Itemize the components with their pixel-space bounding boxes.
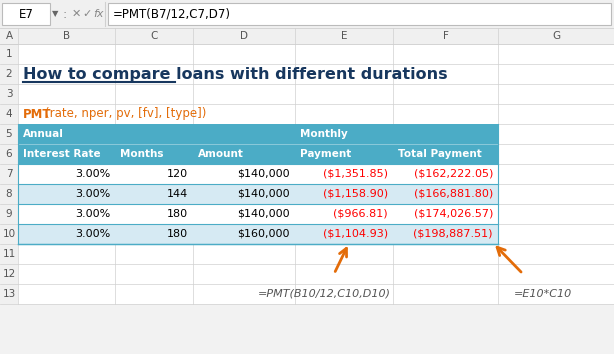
Text: =PMT(B10/12,C10,D10): =PMT(B10/12,C10,D10) [257, 289, 391, 299]
Text: Interest Rate: Interest Rate [23, 149, 101, 159]
Text: G: G [552, 31, 560, 41]
Text: ▼: ▼ [52, 10, 58, 18]
Text: ✕: ✕ [71, 9, 80, 19]
Bar [18, 124, 498, 164]
Text: Monthly: Monthly [300, 129, 348, 139]
Text: 180: 180 [167, 209, 188, 219]
Bar [0, 0, 614, 28]
Bar [18, 164, 498, 184]
Text: How to compare loans with different durations: How to compare loans with different dura… [23, 67, 448, 81]
Text: Months: Months [120, 149, 163, 159]
FancyBboxPatch shape [2, 3, 50, 25]
Text: fx: fx [94, 9, 104, 19]
Text: 13: 13 [2, 289, 15, 299]
Text: $140,000: $140,000 [238, 209, 290, 219]
Text: 7: 7 [6, 169, 12, 179]
Text: 144: 144 [167, 189, 188, 199]
Text: =PMT(B7/12,C7,D7): =PMT(B7/12,C7,D7) [113, 7, 231, 21]
Text: 2: 2 [6, 69, 12, 79]
Bar [18, 204, 498, 224]
Text: (rate, nper, pv, [fv], [type]): (rate, nper, pv, [fv], [type]) [45, 108, 206, 120]
Text: 3.00%: 3.00% [75, 189, 110, 199]
Text: F: F [443, 31, 448, 41]
Text: B: B [63, 31, 70, 41]
Text: ($1,104.93): ($1,104.93) [323, 229, 388, 239]
Text: ✓: ✓ [82, 9, 91, 19]
Text: 3: 3 [6, 89, 12, 99]
Text: ($162,222.05): ($162,222.05) [414, 169, 493, 179]
Text: ($174,026.57): ($174,026.57) [414, 209, 493, 219]
Text: ($1,351.85): ($1,351.85) [323, 169, 388, 179]
Text: PMT: PMT [23, 108, 52, 120]
FancyBboxPatch shape [108, 3, 611, 25]
Text: 5: 5 [6, 129, 12, 139]
Bar [18, 44, 614, 304]
Text: 4: 4 [6, 109, 12, 119]
Text: 3.00%: 3.00% [75, 169, 110, 179]
Text: Total Payment: Total Payment [398, 149, 482, 159]
Text: D: D [240, 31, 248, 41]
Text: 120: 120 [167, 169, 188, 179]
Text: ($198,887.51): ($198,887.51) [413, 229, 493, 239]
Text: $140,000: $140,000 [238, 189, 290, 199]
Text: ($966.81): ($966.81) [333, 209, 388, 219]
Text: E7: E7 [18, 7, 33, 21]
Text: Annual: Annual [23, 129, 64, 139]
Text: 8: 8 [6, 189, 12, 199]
Text: :: : [63, 7, 67, 21]
Text: 9: 9 [6, 209, 12, 219]
Text: ($1,158.90): ($1,158.90) [323, 189, 388, 199]
Text: C: C [150, 31, 158, 41]
Text: 6: 6 [6, 149, 12, 159]
Text: Amount: Amount [198, 149, 244, 159]
Text: E: E [341, 31, 348, 41]
Text: 1: 1 [6, 49, 12, 59]
Text: $140,000: $140,000 [238, 169, 290, 179]
Text: A: A [6, 31, 12, 41]
Bar [0, 28, 614, 44]
Text: 11: 11 [2, 249, 15, 259]
Text: 3.00%: 3.00% [75, 229, 110, 239]
Text: 12: 12 [2, 269, 15, 279]
Bar [18, 224, 498, 244]
Text: 10: 10 [2, 229, 15, 239]
Bar [0, 44, 18, 304]
Text: 180: 180 [167, 229, 188, 239]
Bar [18, 184, 498, 204]
Text: Payment: Payment [300, 149, 351, 159]
Text: ($166,881.80): ($166,881.80) [414, 189, 493, 199]
Text: $160,000: $160,000 [238, 229, 290, 239]
Text: 3.00%: 3.00% [75, 209, 110, 219]
Text: =E10*C10: =E10*C10 [514, 289, 572, 299]
